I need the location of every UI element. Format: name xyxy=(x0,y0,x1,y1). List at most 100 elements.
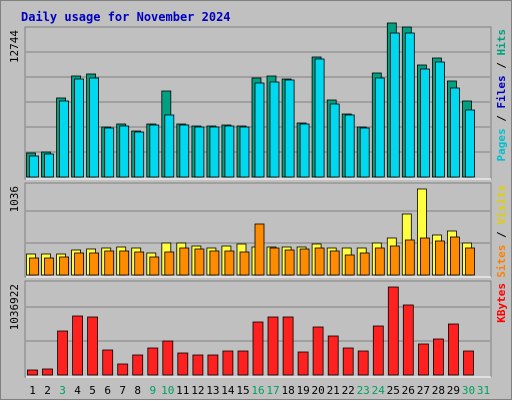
bar-kbytes-17 xyxy=(267,316,279,376)
bar-files-17 xyxy=(269,81,280,178)
bar-sites-18 xyxy=(284,249,295,276)
bar-files-16 xyxy=(254,82,265,178)
bar-files-28 xyxy=(434,61,445,178)
bar-files-2 xyxy=(44,153,54,178)
bar-kbytes-6 xyxy=(102,349,114,376)
x-tick-label: 27 xyxy=(417,384,430,397)
bar-sites-8 xyxy=(134,251,145,276)
bar-kbytes-30 xyxy=(463,350,474,376)
bar-sites-3 xyxy=(59,256,69,276)
bar-kbytes-10 xyxy=(162,340,174,376)
bar-kbytes-23 xyxy=(357,350,369,376)
legend-entry: Hits xyxy=(495,29,508,56)
legend-entry: Sites xyxy=(495,245,508,278)
legend-separator: / xyxy=(495,56,508,76)
bar-sites-24 xyxy=(374,247,385,276)
y-max-label: 12744 xyxy=(8,30,21,63)
bar-sites-23 xyxy=(359,252,370,276)
x-tick-label: 10 xyxy=(161,384,174,397)
bar-sites-25 xyxy=(389,245,400,276)
bar-sites-20 xyxy=(314,247,325,276)
bar-sites-26 xyxy=(404,239,415,276)
bar-sites-13 xyxy=(209,250,220,276)
bar-sites-6 xyxy=(104,250,115,276)
bar-kbytes-4 xyxy=(72,315,83,376)
bar-kbytes-13 xyxy=(207,354,219,376)
bar-files-19 xyxy=(299,123,310,178)
x-tick-label: 5 xyxy=(89,384,96,397)
series-sites xyxy=(29,223,475,276)
bar-kbytes-19 xyxy=(297,351,309,376)
bar-sites-4 xyxy=(74,252,84,276)
bar-kbytes-11 xyxy=(177,352,189,376)
bar-sites-7 xyxy=(119,250,130,276)
bar-sites-29 xyxy=(449,236,460,276)
y-max-label: 1036 xyxy=(8,186,21,213)
x-tick-label: 19 xyxy=(296,384,309,397)
bar-kbytes-16 xyxy=(252,321,264,376)
bar-sites-22 xyxy=(344,254,355,276)
y-max-label: 1036922 xyxy=(8,284,21,330)
bar-kbytes-22 xyxy=(342,347,354,376)
bar-files-1 xyxy=(29,155,39,178)
bar-files-27 xyxy=(419,68,430,178)
bar-sites-9 xyxy=(149,256,160,276)
bar-files-8 xyxy=(134,131,145,178)
bar-files-10 xyxy=(164,114,175,178)
x-tick-label: 14 xyxy=(221,384,235,397)
bar-files-6 xyxy=(104,127,115,178)
bar-files-14 xyxy=(224,125,235,178)
x-tick-label: 2 xyxy=(44,384,51,397)
x-tick-label: 4 xyxy=(74,384,81,397)
bar-sites-19 xyxy=(299,248,310,276)
bar-files-12 xyxy=(194,126,205,178)
x-tick-label: 31 xyxy=(477,384,490,397)
bar-kbytes-27 xyxy=(417,343,429,376)
legend-entry: KBytes xyxy=(495,283,508,323)
legend-entry: Visits xyxy=(495,185,508,225)
bar-kbytes-18 xyxy=(282,316,294,376)
bar-files-24 xyxy=(374,77,385,178)
bar-kbytes-25 xyxy=(387,286,399,376)
bar-sites-28 xyxy=(434,240,445,276)
bar-files-29 xyxy=(449,87,460,178)
bar-sites-16 xyxy=(254,223,265,276)
chart-title: Daily usage for November 2024 xyxy=(21,10,231,24)
legend-entry: Pages xyxy=(495,128,508,161)
x-tick-label: 30 xyxy=(462,384,475,397)
bar-kbytes-24 xyxy=(372,325,384,376)
bar-kbytes-12 xyxy=(192,354,204,376)
x-tick-label: 11 xyxy=(176,384,189,397)
panel-visits-sites: 1036 Sites / Visits xyxy=(8,182,508,278)
legend-separator: / xyxy=(495,225,508,245)
bar-kbytes-28 xyxy=(432,338,444,376)
bar-kbytes-2 xyxy=(42,368,53,376)
series-kbytes xyxy=(27,286,474,376)
x-tick-label: 7 xyxy=(119,384,126,397)
legend-hits-files: Pages / Files / Hits xyxy=(495,29,508,162)
bar-sites-14 xyxy=(224,250,235,276)
x-tick-label: 12 xyxy=(191,384,204,397)
x-tick-label: 18 xyxy=(281,384,294,397)
bar-kbytes-8 xyxy=(132,354,144,376)
bar-kbytes-21 xyxy=(327,335,339,376)
bar-kbytes-3 xyxy=(57,330,68,376)
x-tick-label: 24 xyxy=(372,384,386,397)
bar-kbytes-20 xyxy=(312,326,324,376)
panel-hits-files: 12744 Pages / Files / Hits xyxy=(8,22,508,180)
x-tick-label: 8 xyxy=(134,384,141,397)
bar-sites-27 xyxy=(419,237,430,276)
bar-files-13 xyxy=(209,126,220,178)
bar-files-30 xyxy=(465,109,475,178)
bar-sites-1 xyxy=(29,257,39,276)
bar-sites-21 xyxy=(329,250,340,276)
bar-kbytes-5 xyxy=(87,316,98,376)
series-files xyxy=(29,32,475,178)
x-tick-label: 23 xyxy=(357,384,370,397)
x-tick-label: 3 xyxy=(59,384,66,397)
bar-kbytes-14 xyxy=(222,350,234,376)
legend-kbytes: KBytes xyxy=(495,283,508,323)
bar-sites-30 xyxy=(465,247,475,276)
bar-sites-15 xyxy=(239,251,250,276)
